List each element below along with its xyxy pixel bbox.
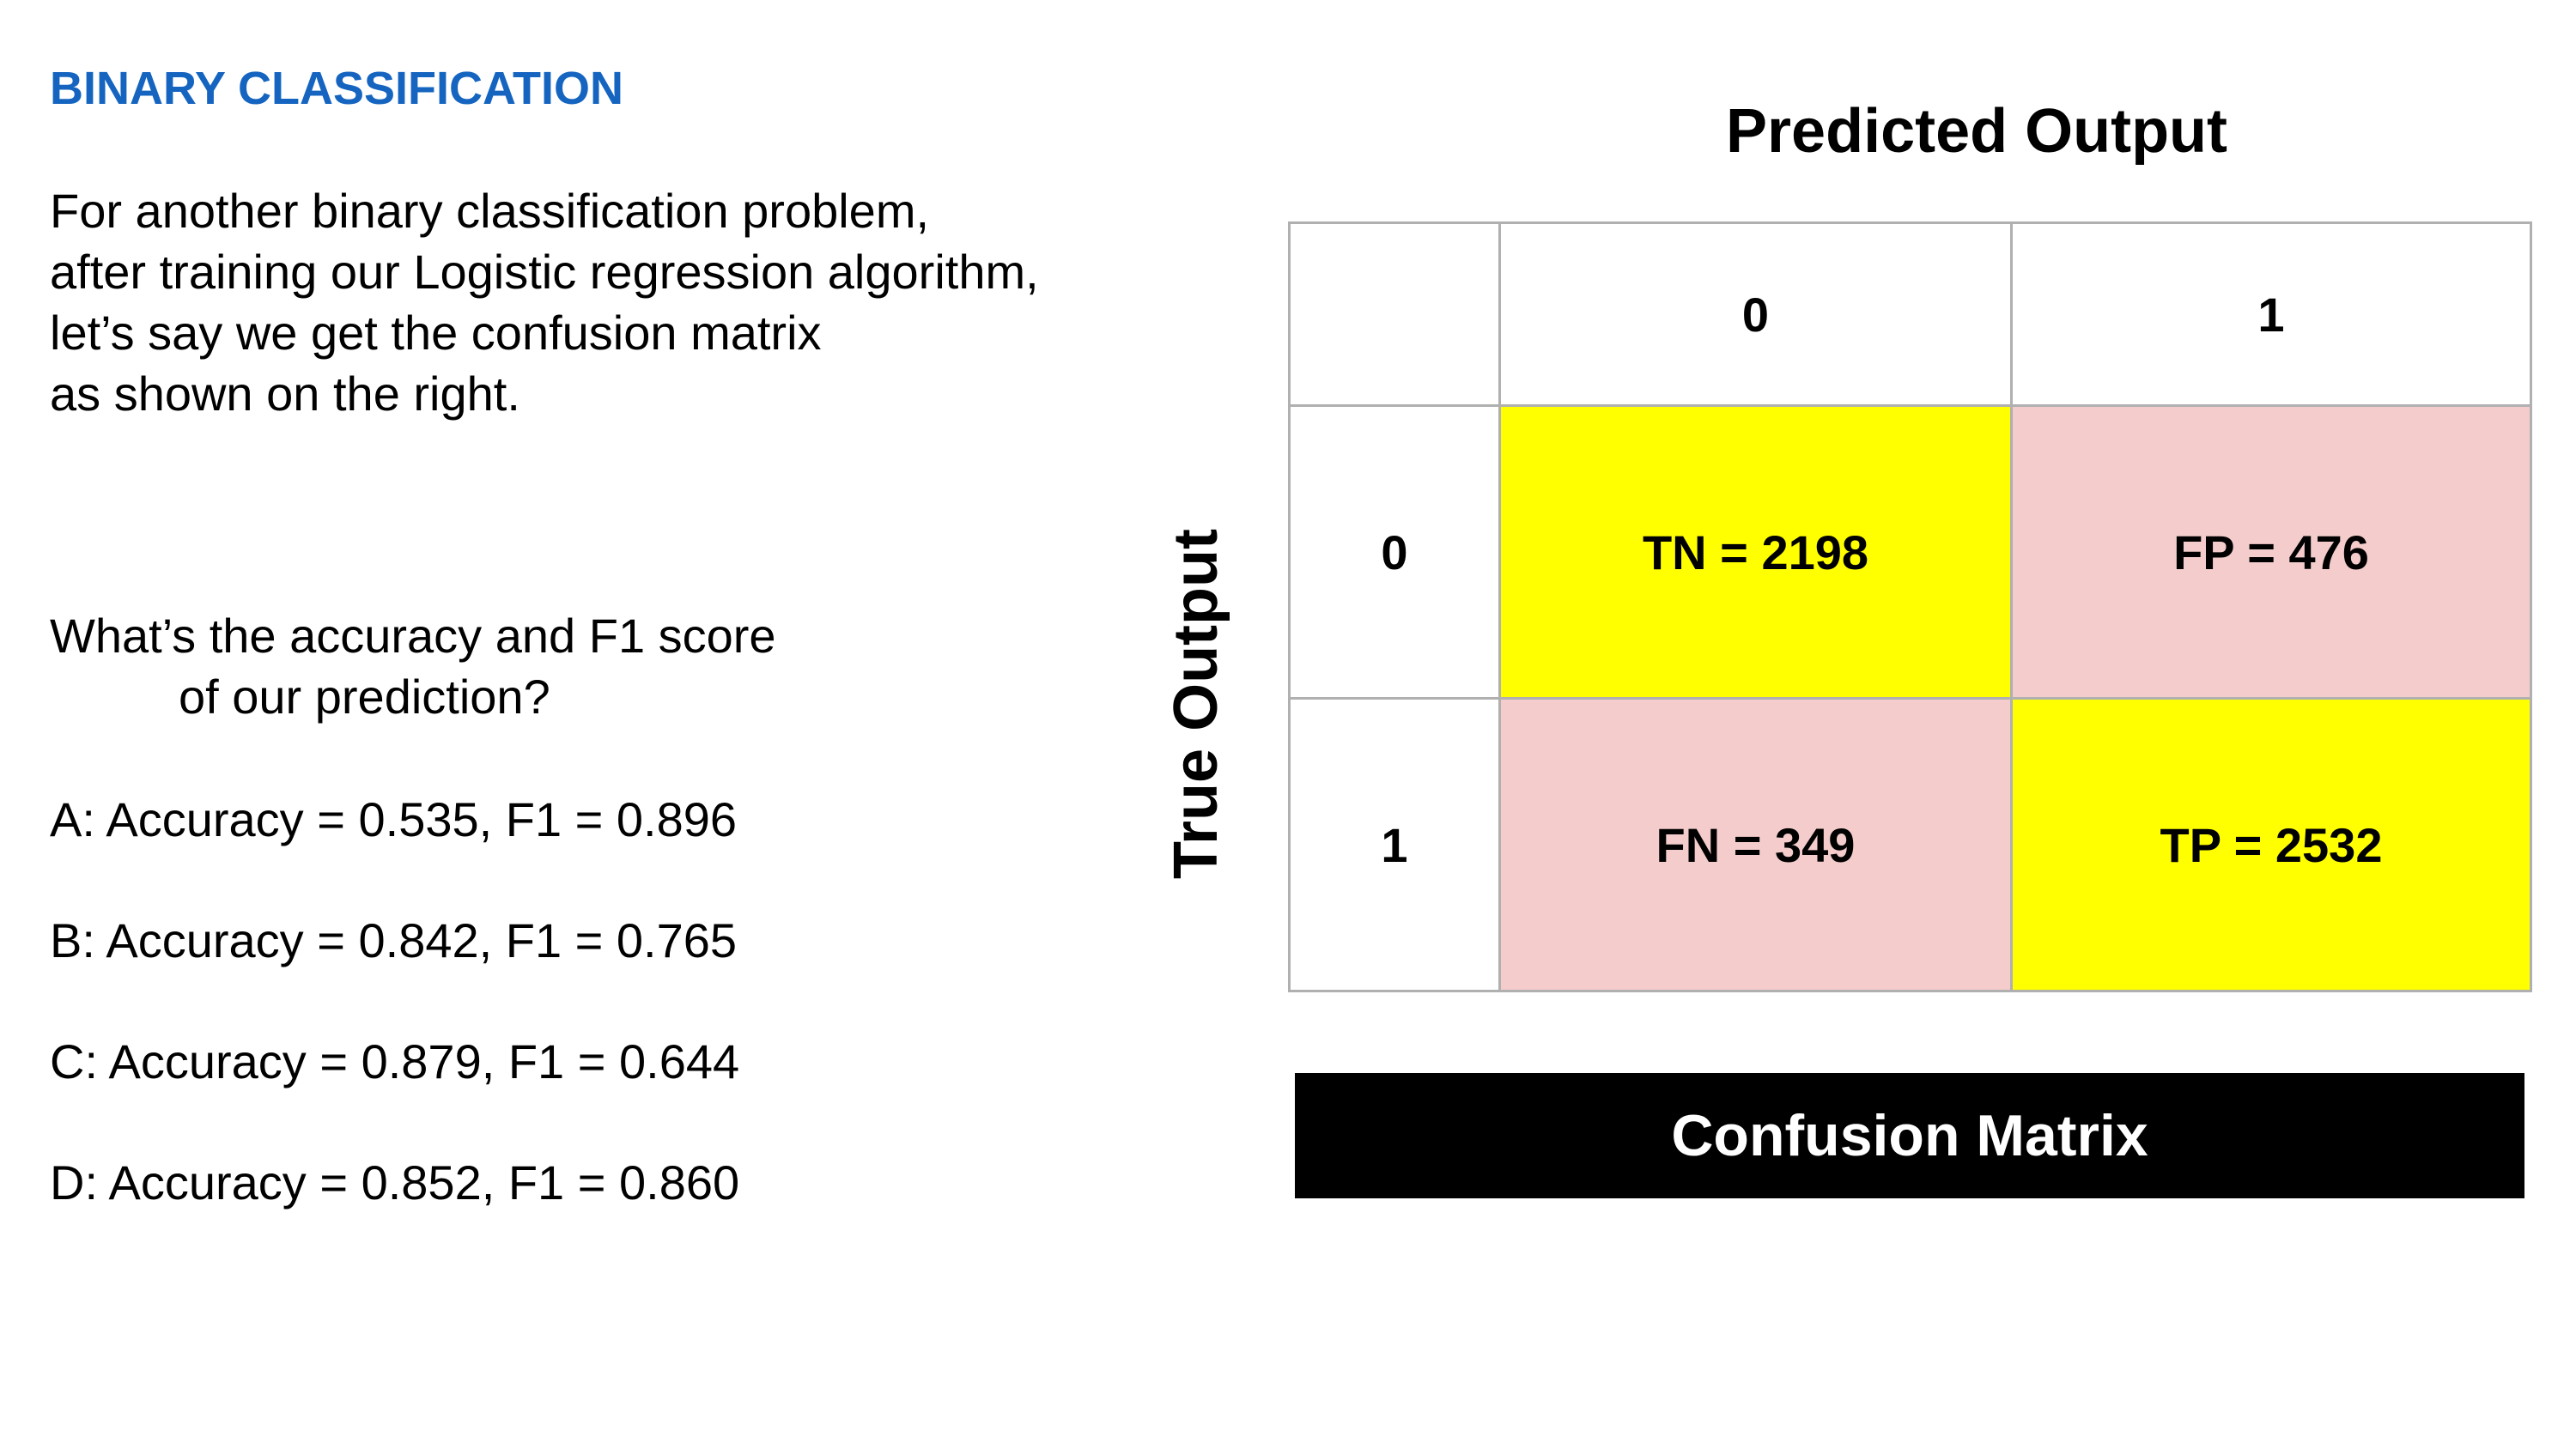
true-output-label: True Output [1162,529,1230,879]
cell-true-positive: TP = 2532 [2013,700,2532,992]
intro-line: For another binary classification proble… [50,184,930,238]
question-line: of our prediction? [179,670,550,724]
question-text: What’s the accuracy and F1 score of our … [50,605,776,727]
confusion-matrix-banner: Confusion Matrix [1295,1073,2524,1198]
corner-cell [1291,224,1501,407]
intro-text: For another binary classification proble… [50,180,1039,424]
confusion-matrix: 0 1 0 TN = 2198 FP = 476 1 FN = 349 TP =… [1288,221,2532,992]
question-line: What’s the accuracy and F1 score [50,609,776,663]
predicted-output-label: Predicted Output [1726,97,2228,166]
col-header-0: 0 [1501,224,2013,407]
option-d: D: Accuracy = 0.852, F1 = 0.860 [50,1155,740,1210]
cell-false-negative: FN = 349 [1501,700,2013,992]
row-header-0: 0 [1291,407,1501,700]
option-b: B: Accuracy = 0.842, F1 = 0.765 [50,913,738,967]
col-header-1: 1 [2013,224,2532,407]
cell-false-positive: FP = 476 [2013,407,2532,700]
intro-line: after training our Logistic regression a… [50,245,1039,299]
option-c: C: Accuracy = 0.879, F1 = 0.644 [50,1034,740,1088]
intro-line: let’s say we get the confusion matrix [50,306,822,360]
option-a: A: Accuracy = 0.535, F1 = 0.896 [50,792,738,846]
cell-true-negative: TN = 2198 [1501,407,2013,700]
slide-title: BINARY CLASSIFICATION [50,63,624,114]
row-header-1: 1 [1291,700,1501,992]
intro-line: as shown on the right. [50,367,520,421]
